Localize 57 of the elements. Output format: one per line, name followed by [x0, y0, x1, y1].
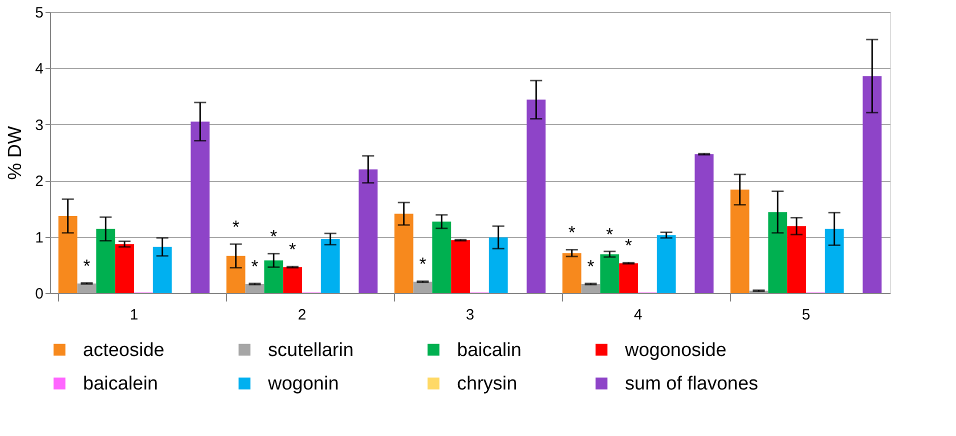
y-tick-label: 3 — [35, 116, 44, 134]
bar — [694, 154, 714, 293]
bar — [562, 253, 582, 293]
data-label: * — [625, 236, 632, 256]
bar — [488, 237, 508, 293]
y-tick-label: 1 — [35, 229, 44, 246]
bar — [320, 239, 340, 293]
y-tick-label: 4 — [35, 60, 44, 78]
bar — [656, 235, 676, 293]
bar — [413, 282, 432, 293]
legend-label: wogonin — [267, 374, 339, 394]
data-label: * — [251, 256, 258, 276]
data-label: * — [289, 240, 296, 260]
bar — [58, 216, 78, 293]
y-tick-label: 0 — [35, 286, 44, 302]
bar — [358, 169, 378, 293]
y-axis-title: % DW — [5, 126, 26, 180]
data-label: * — [606, 224, 614, 244]
bar — [451, 240, 470, 293]
y-tick-label: 2 — [35, 173, 44, 190]
bar — [768, 212, 788, 293]
bar — [264, 260, 284, 293]
x-tick-label: 1 — [130, 306, 138, 324]
bar — [432, 222, 452, 293]
data-label: * — [587, 256, 594, 276]
data-label: * — [270, 226, 278, 247]
bar — [226, 256, 246, 293]
bar — [787, 226, 806, 293]
legend-label: chrysin — [457, 374, 518, 394]
legend-label: baicalein — [83, 374, 158, 394]
data-label: * — [83, 256, 90, 276]
x-tick-label: 3 — [466, 306, 474, 324]
legend-label: wogonoside — [624, 340, 726, 361]
legend-label: scutellarin — [268, 340, 354, 361]
bar — [394, 214, 414, 293]
bar — [96, 228, 116, 293]
legend-label: baicalin — [457, 340, 522, 361]
bar — [77, 283, 96, 293]
y-tick-label: 5 — [35, 4, 44, 22]
x-tick-label: 2 — [298, 306, 306, 324]
bar — [283, 267, 302, 293]
legend-label: sum of flavones — [625, 374, 758, 394]
bar — [730, 190, 750, 293]
data-label: * — [232, 217, 240, 238]
bar — [619, 263, 638, 293]
bar — [115, 244, 134, 293]
legend-label: acteoside — [83, 340, 164, 361]
bar — [190, 122, 210, 293]
bar — [824, 228, 844, 293]
bar — [862, 76, 882, 293]
data-label: * — [568, 222, 576, 243]
x-tick-label: 5 — [802, 306, 810, 324]
data-label: * — [419, 254, 426, 274]
bar — [600, 254, 620, 293]
bar — [152, 246, 172, 293]
x-tick-label: 4 — [634, 306, 642, 324]
bar — [526, 100, 546, 293]
